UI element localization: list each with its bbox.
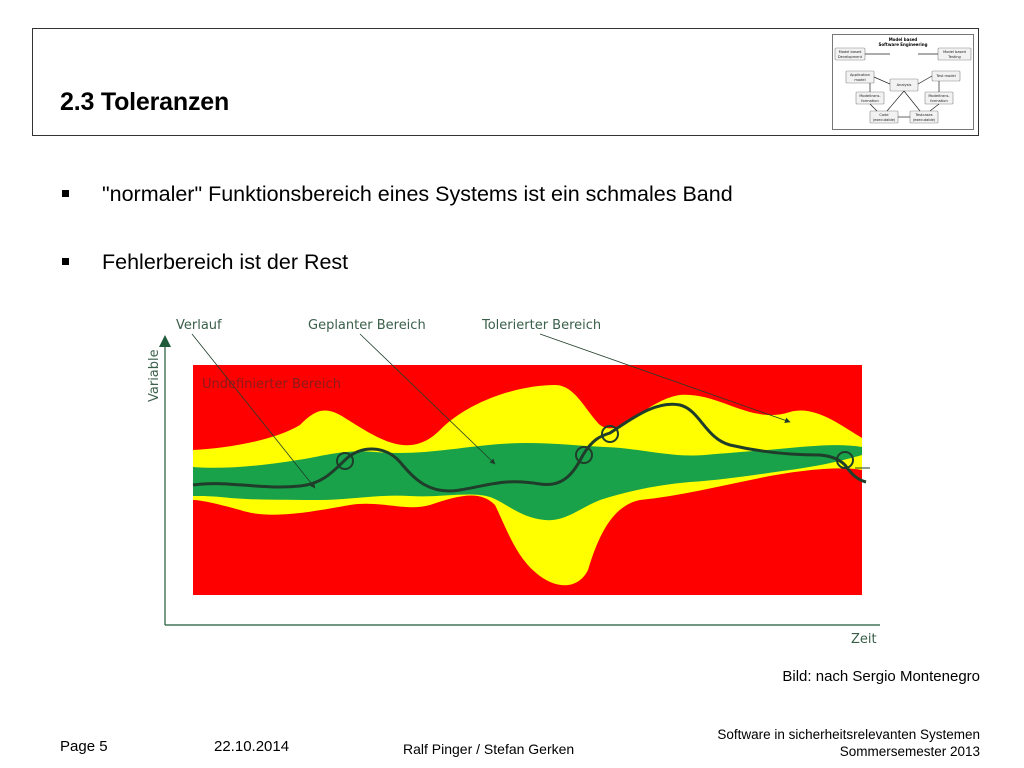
mini-node-testcases-1: Testcases (914, 113, 932, 117)
mini-node-mt1-1: Modeltrans- (859, 94, 881, 98)
mini-node-app-2: model (854, 78, 865, 82)
image-credit: Bild: nach Sergio Montenegro (782, 668, 980, 685)
mini-diagram-title-2: Software Engineering (879, 42, 928, 47)
label-undefinierter-bereich: Undefinierter Bereich (202, 377, 341, 392)
leader-verlauf (191, 333, 316, 489)
mini-node-code-2: (executable) (873, 118, 896, 122)
bullet-text: "normaler" Funktionsbereich eines System… (102, 182, 733, 206)
crossing-marker (575, 446, 593, 464)
slide-title: 2.3 Toleranzen (60, 88, 230, 116)
header-frame (32, 28, 979, 136)
footer-authors: Ralf Pinger / Stefan Gerken (403, 741, 575, 757)
mbse-mini-diagram: Model based Software Engineering Model b… (832, 34, 974, 130)
mini-node-test-1: Model based (943, 50, 966, 54)
mini-node-mt2-1: Modeltrans- (928, 94, 950, 98)
footer-date: 22.10.2014 (214, 738, 290, 755)
crossing-marker (336, 452, 354, 470)
trajectory-curve (192, 402, 867, 493)
leader-geplant (359, 333, 496, 465)
mini-node-dev-1: Model based (839, 50, 862, 54)
footer-semester: Sommersemester 2013 (839, 744, 980, 759)
bullet-square-icon (62, 190, 69, 197)
footer-course: Software in sicherheitsrelevanten System… (717, 726, 980, 760)
mini-node-testmodel: Test model (935, 74, 955, 78)
x-axis-label: Zeit (851, 632, 877, 647)
y-axis-arrowhead (159, 335, 171, 347)
mini-diagram-title-1: Model based (889, 37, 918, 42)
label-geplanter-bereich: Geplanter Bereich (308, 318, 426, 333)
footer-page-number: Page 5 (60, 738, 108, 755)
label-verlauf: Verlauf (176, 318, 222, 333)
mini-node-analysis: Analysis (897, 83, 912, 87)
bullet-text: Fehlerbereich ist der Rest (102, 250, 349, 274)
mini-node-testcases-2: (executable) (913, 118, 936, 122)
y-axis-label: Variable (147, 349, 162, 402)
footer-course-title: Software in sicherheitsrelevanten System… (717, 727, 980, 742)
crossing-marker (836, 451, 854, 469)
crossing-marker (601, 425, 619, 443)
mini-node-mt2-2: formation (930, 99, 947, 103)
label-tolerierter-bereich: Tolerierter Bereich (481, 318, 601, 333)
mini-node-test-2: Testing (947, 55, 961, 59)
tolerance-figure: Verlauf Geplanter Bereich Tolerierter Be… (147, 318, 880, 647)
mini-node-mt1-2: formation (861, 99, 878, 103)
mini-node-app-1: Application (850, 73, 870, 77)
bullet-square-icon (62, 258, 69, 265)
mini-node-code-1: Code (879, 113, 889, 117)
mini-node-dev-2: Development (838, 55, 863, 59)
leader-toleriert (539, 333, 791, 423)
